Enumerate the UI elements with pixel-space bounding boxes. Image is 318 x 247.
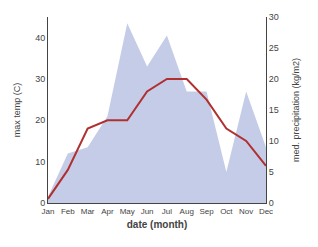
- svg-text:May: May: [120, 207, 135, 216]
- svg-text:Jun: Jun: [141, 207, 154, 216]
- svg-text:Oct: Oct: [220, 207, 233, 216]
- svg-text:30: 30: [269, 12, 279, 22]
- svg-text:Jul: Jul: [162, 207, 172, 216]
- svg-text:20: 20: [269, 74, 279, 84]
- svg-text:Nov: Nov: [239, 207, 253, 216]
- svg-text:date (month): date (month): [127, 219, 188, 230]
- svg-text:30: 30: [35, 74, 45, 84]
- svg-text:Jan: Jan: [42, 207, 55, 216]
- svg-text:Apr: Apr: [101, 207, 114, 216]
- svg-text:40: 40: [35, 33, 45, 43]
- svg-text:Aug: Aug: [180, 207, 194, 216]
- svg-text:15: 15: [269, 105, 279, 115]
- svg-text:10: 10: [35, 157, 45, 167]
- svg-text:0: 0: [269, 198, 274, 208]
- svg-text:Sep: Sep: [199, 207, 214, 216]
- svg-text:20: 20: [35, 115, 45, 125]
- svg-text:25: 25: [269, 43, 279, 53]
- svg-text:10: 10: [269, 136, 279, 146]
- svg-text:0: 0: [40, 198, 45, 208]
- svg-text:max temp (C): max temp (C): [12, 83, 22, 138]
- svg-text:med. precipitation (kg/m2): med. precipitation (kg/m2): [291, 58, 301, 162]
- svg-text:Dec: Dec: [259, 207, 273, 216]
- svg-text:Mar: Mar: [81, 207, 95, 216]
- svg-text:5: 5: [269, 167, 274, 177]
- svg-text:Feb: Feb: [61, 207, 75, 216]
